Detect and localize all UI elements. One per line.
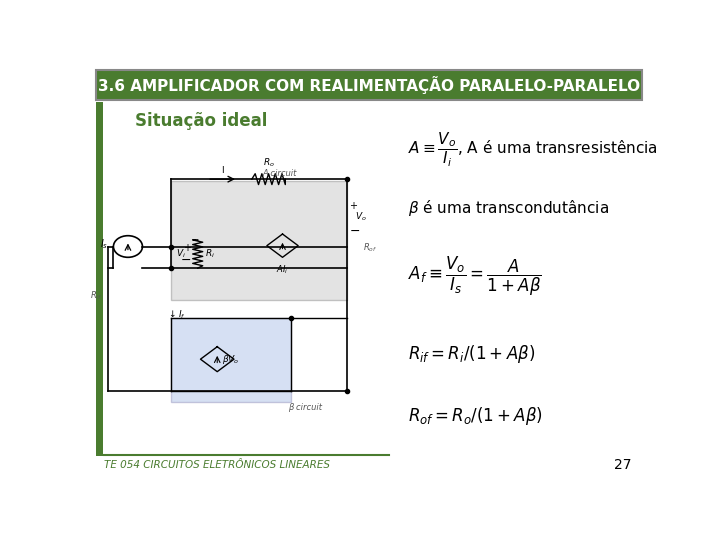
Text: TE 054 CIRCUITOS ELETRÔNICOS LINEARES: TE 054 CIRCUITOS ELETRÔNICOS LINEARES xyxy=(104,460,330,470)
Text: +: + xyxy=(183,243,191,253)
Text: Situação ideal: Situação ideal xyxy=(135,112,267,130)
Text: I: I xyxy=(221,166,223,175)
Text: $A \equiv \dfrac{V_o}{I_i}$, A é uma transresistência: $A \equiv \dfrac{V_o}{I_i}$, A é uma tra… xyxy=(408,131,658,169)
Text: $R_{if} = R_i / \left(1 + A\beta\right)$: $R_{if} = R_i / \left(1 + A\beta\right)$ xyxy=(408,343,535,365)
Text: $R_{of}$: $R_{of}$ xyxy=(364,241,377,254)
Text: $R_i$: $R_i$ xyxy=(205,248,215,260)
Text: +: + xyxy=(349,201,357,211)
Text: β circuit: β circuit xyxy=(288,403,322,412)
Text: $R_{if}$: $R_{if}$ xyxy=(90,289,102,302)
Text: $\downarrow I_f$: $\downarrow I_f$ xyxy=(167,308,186,321)
Text: 3.6 AMPLIFICADOR COM REALIMENTAÇÃO PARALELO-PARALELO: 3.6 AMPLIFICADOR COM REALIMENTAÇÃO PARAL… xyxy=(98,76,640,94)
Text: A circuit: A circuit xyxy=(263,169,297,178)
Text: $R_o$: $R_o$ xyxy=(263,157,274,169)
Text: $R_{of} = R_o / \left(1 + A\beta\right)$: $R_{of} = R_o / \left(1 + A\beta\right)$ xyxy=(408,405,543,427)
Text: $\beta V_o$: $\beta V_o$ xyxy=(222,353,239,366)
Text: $\beta$ é uma transcondutância: $\beta$ é uma transcondutância xyxy=(408,198,609,218)
Text: $A_f \equiv \dfrac{V_o}{I_s} = \dfrac{A}{1 + A\beta}$: $A_f \equiv \dfrac{V_o}{I_s} = \dfrac{A}… xyxy=(408,255,541,299)
Text: −: − xyxy=(349,225,360,238)
Text: $I_s$: $I_s$ xyxy=(100,238,109,251)
Text: $AI_i$: $AI_i$ xyxy=(276,264,289,276)
FancyBboxPatch shape xyxy=(171,181,347,300)
Text: $V_i$: $V_i$ xyxy=(176,248,186,260)
Text: 27: 27 xyxy=(613,458,631,472)
FancyBboxPatch shape xyxy=(171,319,291,402)
Text: −: − xyxy=(181,254,191,267)
Text: $V_o$: $V_o$ xyxy=(355,210,366,223)
Bar xyxy=(96,102,103,456)
FancyBboxPatch shape xyxy=(96,70,642,100)
